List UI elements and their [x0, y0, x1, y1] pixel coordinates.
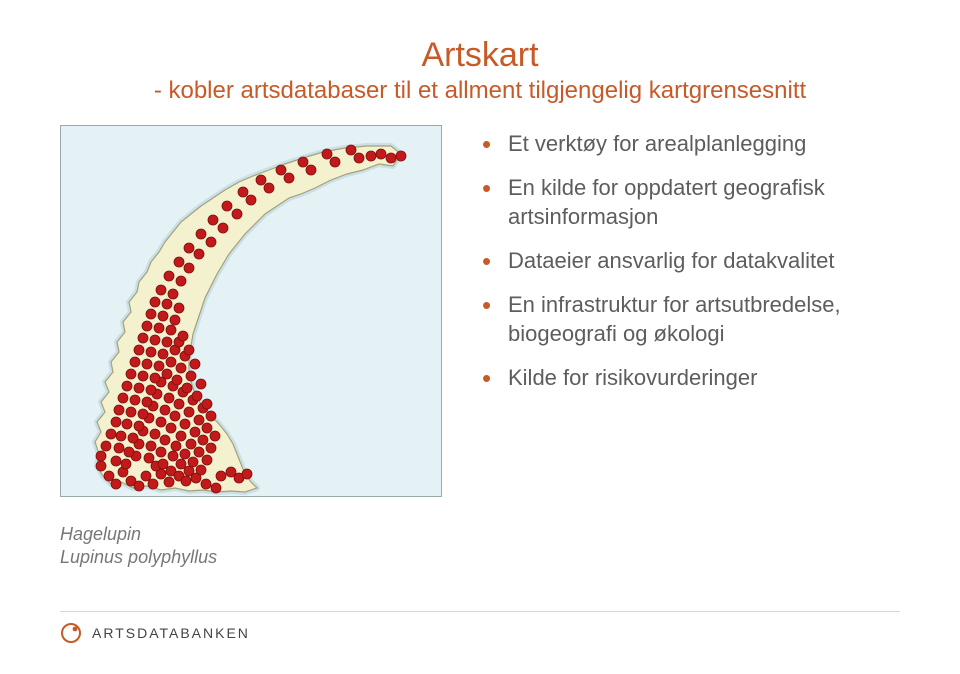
- caption-latin-name: Lupinus polyphyllus: [60, 547, 217, 567]
- bullet-item: En kilde for oppdatert geografisk artsin…: [482, 173, 900, 232]
- content-row: Hagelupin Lupinus polyphyllus Et verktøy…: [60, 125, 900, 570]
- bullet-text: Dataeier ansvarlig for datakvalitet: [508, 248, 835, 273]
- bullet-text: Kilde for risikovurderinger: [508, 365, 757, 390]
- bullet-item: Dataeier ansvarlig for datakvalitet: [482, 246, 900, 276]
- bullet-item: Kilde for risikovurderinger: [482, 363, 900, 393]
- slide-title: Artskart: [60, 36, 900, 75]
- bullet-list: Et verktøy for arealplanlegging En kilde…: [482, 125, 900, 570]
- map-caption: Hagelupin Lupinus polyphyllus: [60, 523, 442, 570]
- caption-common-name: Hagelupin: [60, 524, 141, 544]
- slide-subtitle: - kobler artsdatabaser til et allment ti…: [60, 77, 900, 105]
- norway-map: [60, 125, 442, 497]
- slide: Artskart - kobler artsdatabaser til et a…: [0, 0, 960, 674]
- footer: ARTSDATABANKEN: [60, 611, 900, 644]
- footer-text: ARTSDATABANKEN: [92, 625, 250, 641]
- bullet-item: En infrastruktur for artsutbredelse, bio…: [482, 290, 900, 349]
- map-svg: [61, 126, 441, 496]
- bullet-text: En kilde for oppdatert geografisk artsin…: [508, 175, 825, 230]
- map-column: Hagelupin Lupinus polyphyllus: [60, 125, 442, 570]
- bullet-text: En infrastruktur for artsutbredelse, bio…: [508, 292, 841, 347]
- bullet-item: Et verktøy for arealplanlegging: [482, 129, 900, 159]
- bullet-text: Et verktøy for arealplanlegging: [508, 131, 806, 156]
- footer-logo-icon: [60, 622, 82, 644]
